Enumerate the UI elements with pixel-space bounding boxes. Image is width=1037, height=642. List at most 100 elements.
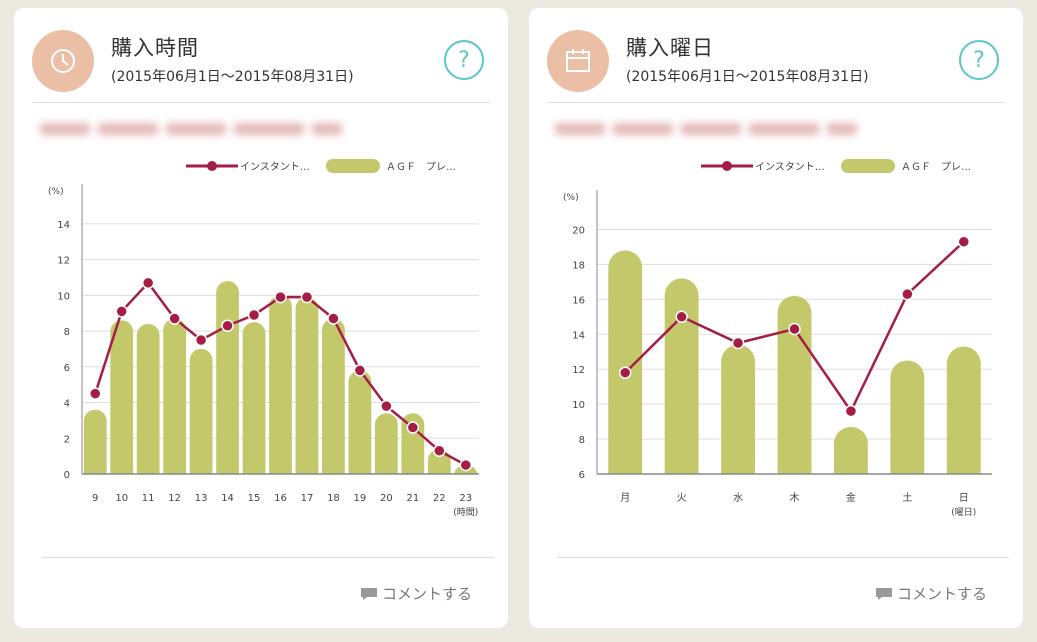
- y-tick-label: 2: [64, 434, 70, 445]
- line-point: [141, 276, 155, 290]
- x-tick-label: 19: [354, 493, 367, 504]
- card-period: (2015年06月1日～2015年08月31日): [626, 69, 869, 85]
- divider: [547, 102, 1005, 103]
- x-tick-label: 金: [846, 491, 856, 504]
- x-tick-label: 土: [902, 491, 912, 504]
- bar: [322, 318, 345, 474]
- bar: [216, 281, 239, 474]
- x-tick-label: 月: [620, 492, 630, 504]
- legend-bar-swatch: [841, 159, 895, 173]
- x-tick-label: 16: [274, 493, 287, 504]
- x-tick-label: 22: [433, 493, 446, 504]
- x-tick-label: 15: [248, 493, 261, 504]
- x-tick-label: 13: [195, 493, 208, 504]
- y-axis-unit: (%): [563, 193, 579, 203]
- comment-button[interactable]: コメントする: [360, 583, 472, 604]
- x-tick-label: 火: [677, 492, 687, 504]
- purchase-weekday-card: 購入曜日 (2015年06月1日～2015年08月31日) ? インスタント… Ａ…: [529, 8, 1023, 628]
- x-tick-label: 9: [92, 493, 98, 504]
- line-point: [731, 336, 745, 350]
- divider: [42, 557, 494, 558]
- y-tick-label: 8: [579, 435, 585, 446]
- line-point: [247, 308, 261, 322]
- line-point: [274, 290, 287, 304]
- divider: [557, 557, 1009, 558]
- y-tick-label: 14: [57, 220, 70, 231]
- bar: [721, 344, 755, 474]
- y-tick-label: 12: [57, 256, 70, 267]
- x-tick-label: 12: [168, 493, 181, 504]
- legend-label: ＡＧＦ プレ…: [901, 161, 971, 173]
- bar: [890, 360, 925, 474]
- bar: [83, 409, 107, 474]
- y-tick-label: 10: [57, 291, 70, 302]
- question-icon: ?: [973, 47, 985, 73]
- purchase-time-card: 購入時間 (2015年06月1日～2015年08月31日) ? インスタント… Ａ…: [14, 8, 508, 628]
- x-tick-label: 14: [221, 493, 234, 504]
- line-point: [194, 333, 208, 347]
- bar: [189, 348, 213, 474]
- bar: [374, 413, 398, 474]
- bar: [664, 278, 699, 474]
- line-point: [901, 287, 914, 301]
- bar: [163, 318, 187, 474]
- line-point: [675, 310, 688, 324]
- line-point: [88, 387, 102, 400]
- x-tick-label: 11: [142, 493, 155, 504]
- help-button[interactable]: ?: [444, 40, 484, 80]
- calendar-icon: [547, 30, 609, 92]
- bar: [834, 426, 868, 474]
- line-point: [406, 421, 420, 434]
- line-point: [221, 319, 234, 332]
- line-point: [433, 444, 446, 458]
- bar: [946, 346, 981, 474]
- x-axis-unit: (曜日): [951, 507, 976, 518]
- y-tick-label: 14: [572, 330, 585, 341]
- x-axis-unit: (時間): [453, 507, 478, 518]
- comment-label: コメントする: [896, 585, 987, 603]
- bar: [269, 295, 292, 474]
- legend-line-marker: [207, 161, 217, 171]
- bar: [348, 370, 372, 474]
- legend-line-marker: [722, 161, 732, 171]
- line-point: [957, 235, 971, 248]
- line-point: [618, 366, 632, 379]
- line-point: [459, 458, 473, 472]
- legend: インスタント… ＡＧＦ プレ…: [701, 159, 971, 173]
- comment-icon: [875, 587, 892, 600]
- x-tick-label: 18: [327, 493, 340, 504]
- x-tick-label: 20: [380, 493, 393, 504]
- x-tick-label: 木: [790, 492, 800, 504]
- legend-label: ＡＧＦ プレ…: [386, 161, 456, 173]
- x-tick-label: 17: [301, 493, 314, 504]
- bar: [242, 322, 266, 474]
- legend-label: インスタント…: [755, 161, 825, 173]
- line-point: [353, 364, 367, 377]
- y-tick-label: 8: [64, 327, 70, 338]
- line-point: [327, 312, 340, 325]
- y-tick-label: 6: [579, 470, 585, 481]
- comment-label: コメントする: [381, 585, 472, 603]
- question-icon: ?: [458, 47, 470, 73]
- help-button[interactable]: ?: [959, 40, 999, 80]
- bar: [136, 323, 160, 474]
- comment-button[interactable]: コメントする: [875, 583, 987, 604]
- y-tick-label: 0: [64, 470, 70, 481]
- x-tick-label: 23: [459, 493, 472, 504]
- card-title: 購入時間: [111, 36, 199, 60]
- line-point: [168, 312, 181, 325]
- y-tick-label: 6: [64, 363, 70, 374]
- purchase-time-chart: インスタント… ＡＧＦ プレ… (%) 0 2 4 6 8 10 12 14 9 10 11 12 13 14 1…: [48, 159, 479, 518]
- x-tick-label: 水: [733, 492, 743, 504]
- y-tick-label: 4: [64, 399, 70, 410]
- purchase-weekday-chart: インスタント… ＡＧＦ プレ… (%) 6 8 10 12 14 16 18 20 月 火 水 木 金 土 日 (曜…: [563, 159, 992, 518]
- line-point: [788, 322, 801, 336]
- clock-icon: [32, 30, 94, 92]
- x-tick-label: 10: [115, 493, 128, 504]
- bar: [110, 320, 134, 474]
- y-tick-label: 16: [572, 295, 585, 306]
- line-point: [844, 404, 858, 418]
- bar: [608, 250, 643, 474]
- line-point: [300, 290, 314, 304]
- bar: [295, 297, 319, 474]
